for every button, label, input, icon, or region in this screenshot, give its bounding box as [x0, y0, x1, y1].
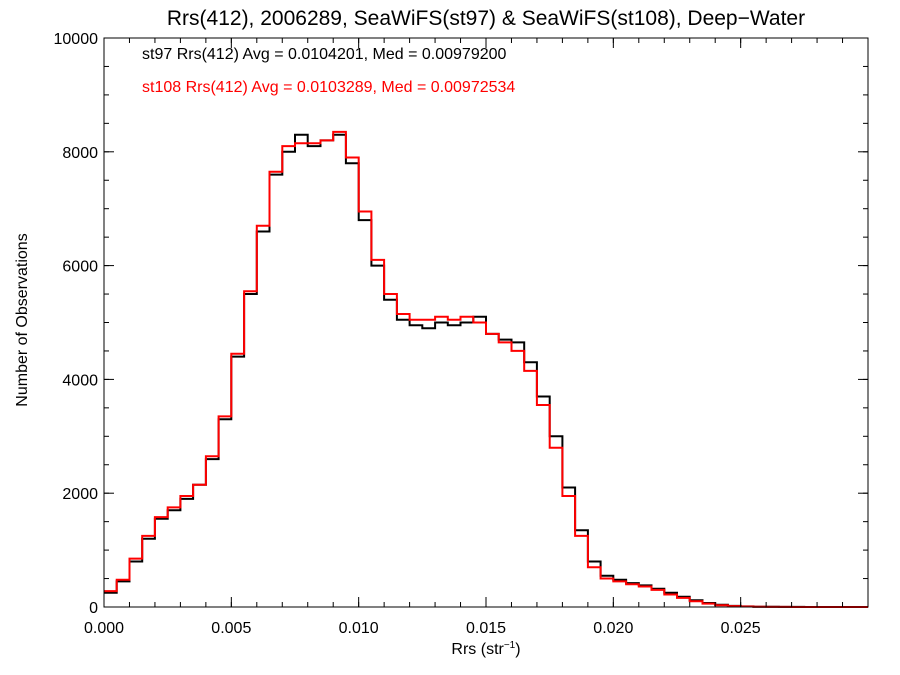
y-axis-label: Number of Observations — [14, 233, 31, 406]
x-tick-label: 0.010 — [339, 620, 379, 637]
annotation-st108: st108 Rrs(412) Avg = 0.0103289, Med = 0.… — [142, 79, 515, 96]
series-layer — [104, 130, 868, 608]
y-tick-label: 10000 — [54, 31, 99, 48]
y-tick-label: 0 — [89, 600, 98, 617]
series-0-line — [104, 133, 868, 608]
x-tick-label: 0.000 — [84, 620, 124, 637]
x-axis-label: Rrs (str−1) — [451, 640, 520, 658]
y-tick-label: 6000 — [62, 259, 98, 276]
ticks-layer: 0.000 0.005 0.010 0.015 0.020 0.025 0 2000 4000 6… — [54, 31, 869, 637]
x-tick-label: 0.020 — [593, 620, 633, 637]
y-tick-label: 8000 — [62, 145, 98, 162]
x-tick-label: 0.005 — [211, 620, 251, 637]
y-tick-label: 4000 — [62, 372, 98, 389]
x-tick-label: 0.015 — [466, 620, 506, 637]
chart-title: Rrs(412), 2006289, SeaWiFS(st97) & SeaWi… — [167, 7, 805, 30]
x-tick-label: 0.025 — [721, 620, 761, 637]
series-1-line — [104, 130, 868, 608]
annotation-st97: st97 Rrs(412) Avg = 0.0104201, Med = 0.0… — [142, 46, 507, 63]
y-tick-label: 2000 — [62, 486, 98, 503]
